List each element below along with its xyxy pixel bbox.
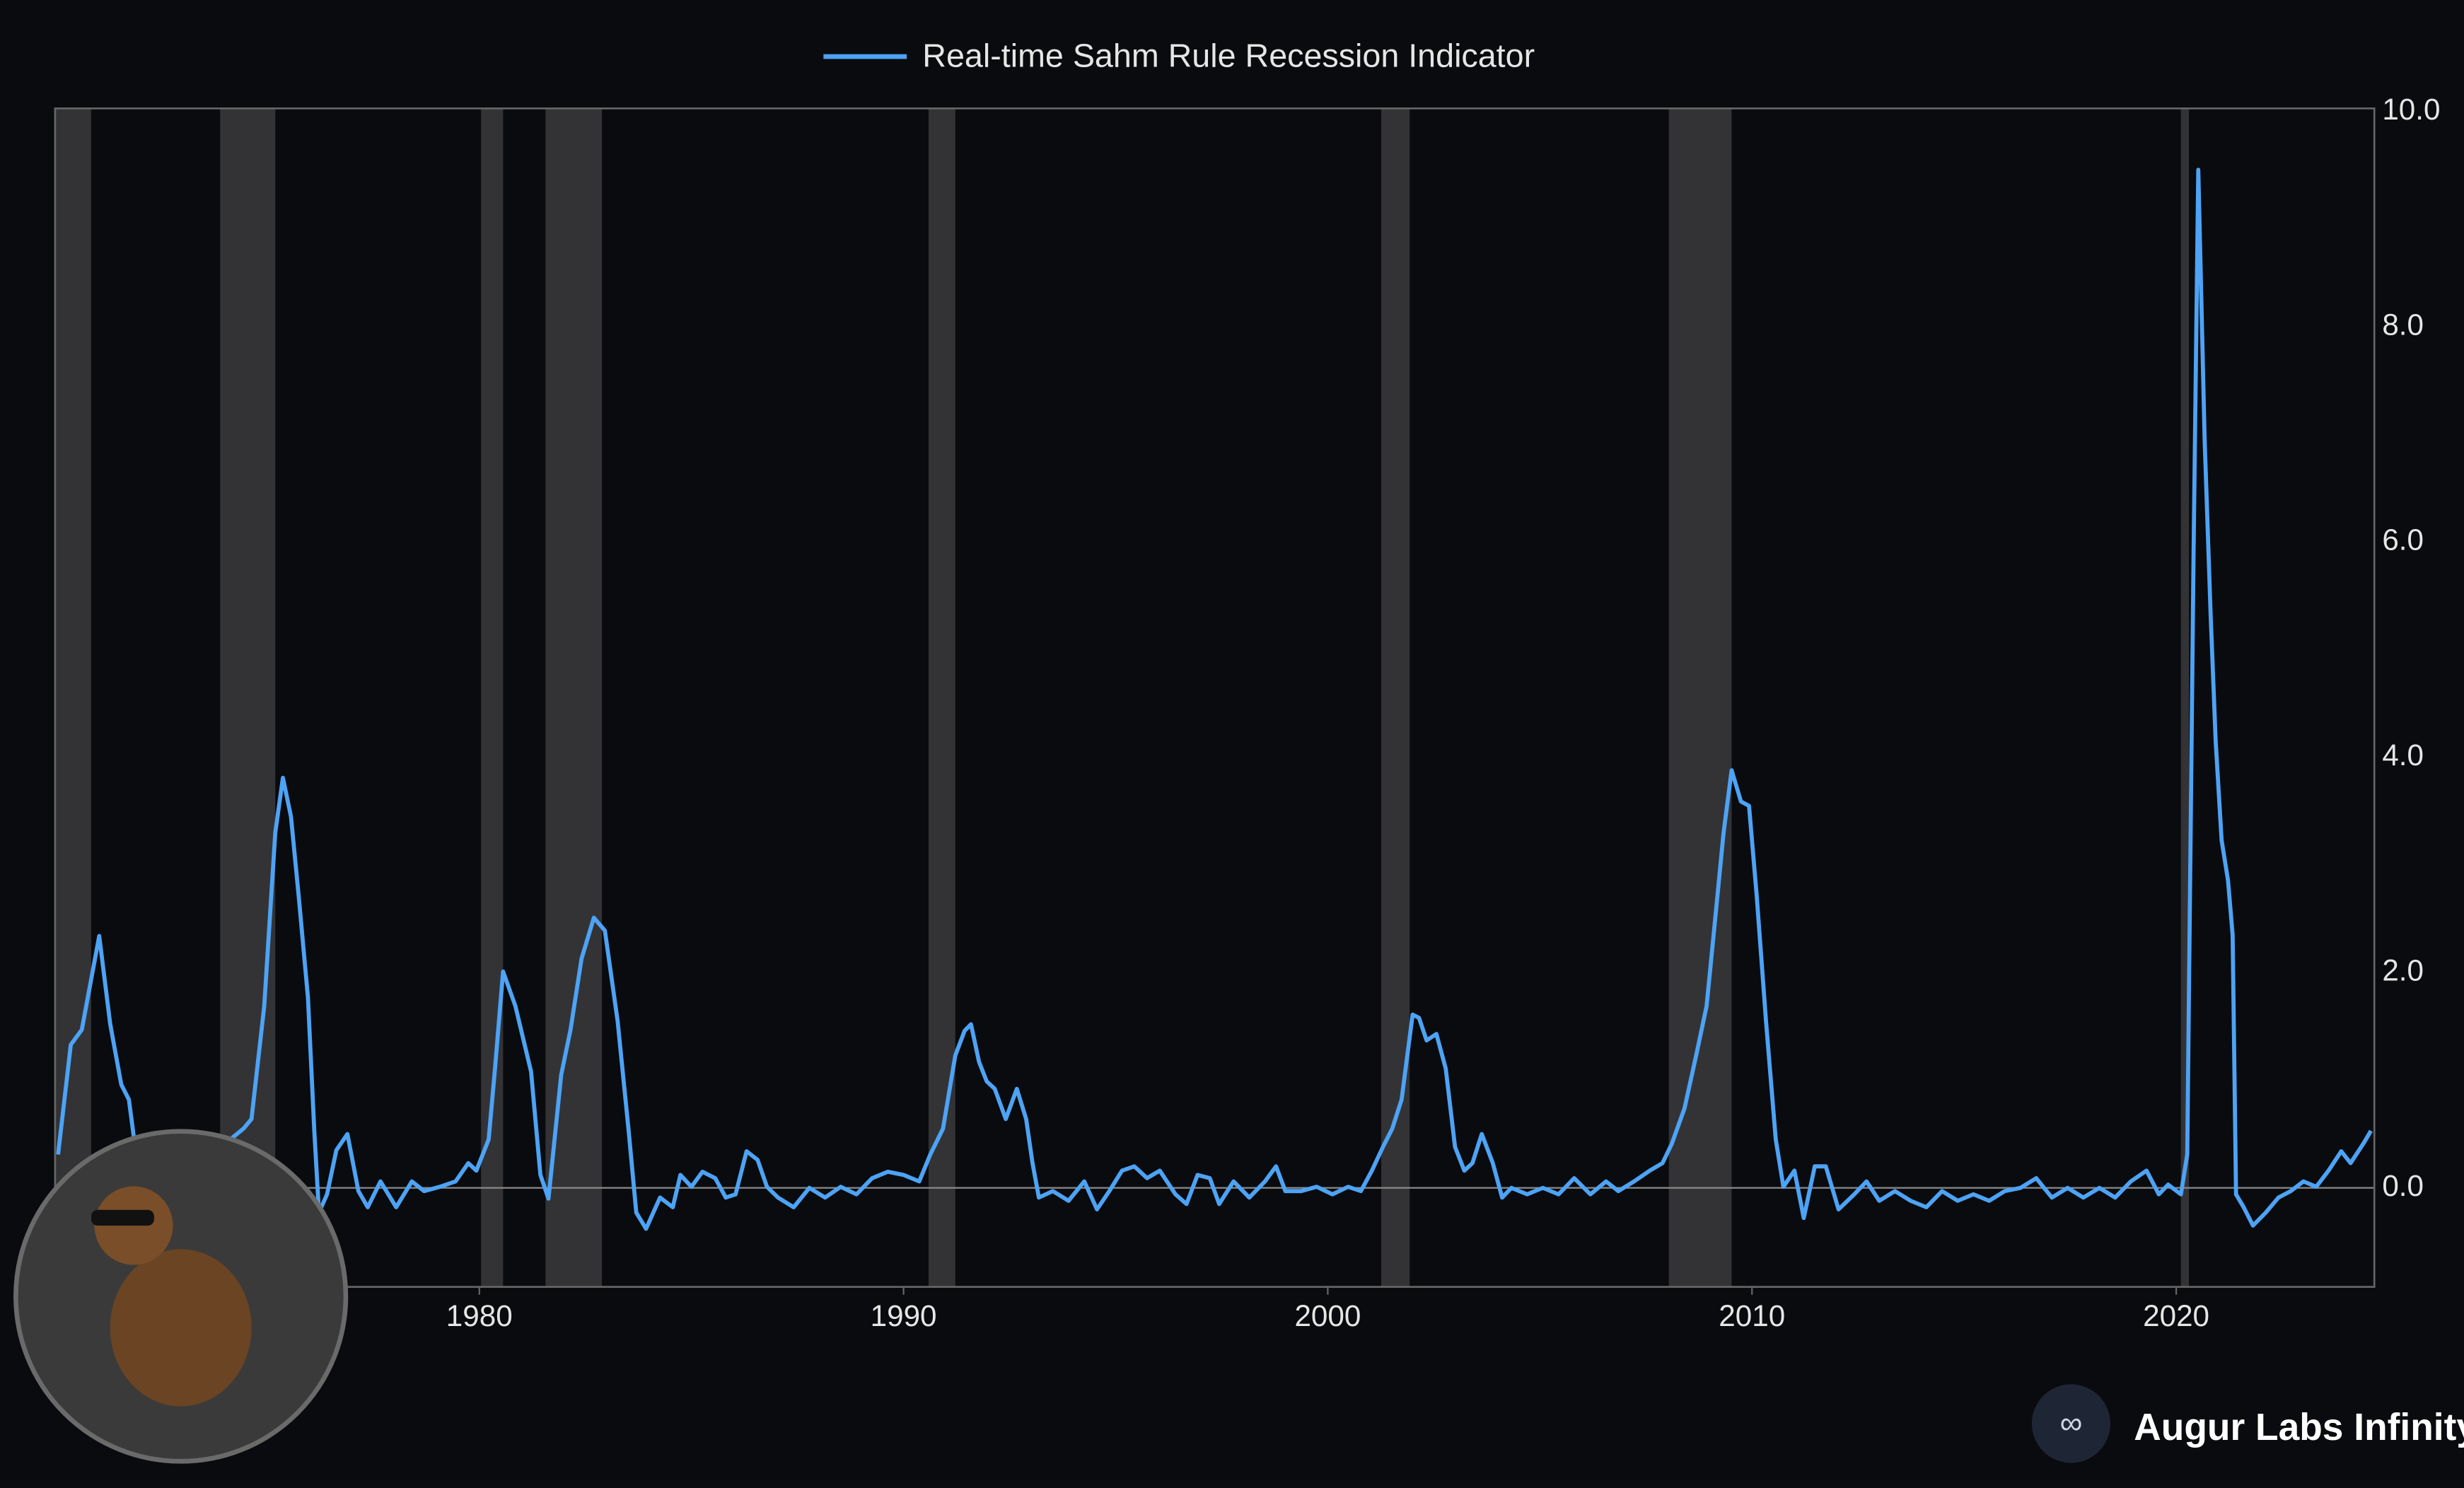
watermark: ∞ Augur Labs Infinity (2031, 1384, 2464, 1463)
y-tick-label: 6.0 (2382, 523, 2424, 557)
recession-band (220, 108, 276, 1287)
y-tick-label: 0.0 (2382, 1169, 2424, 1202)
y-tick-label: 8.0 (2382, 308, 2424, 341)
legend-label: Real-time Sahm Rule Recession Indicator (922, 37, 1535, 74)
recession-band (1668, 108, 1732, 1287)
avatar-glasses (91, 1209, 154, 1226)
watermark-logo (2031, 1384, 2110, 1463)
x-tick-label: 2000 (1294, 1299, 1361, 1332)
y-tick-label: 2.0 (2382, 953, 2424, 987)
x-tick-label: 1990 (871, 1299, 937, 1332)
recession-band (2180, 108, 2190, 1287)
y-tick-label: 10.0 (2382, 93, 2440, 126)
recession-band (54, 108, 91, 1287)
avatar (13, 1129, 349, 1464)
recession-band (545, 108, 603, 1287)
y-tick-label: 4.0 (2382, 738, 2424, 772)
x-tick-label: 1980 (446, 1299, 513, 1332)
recession-band (928, 108, 955, 1287)
x-tick-label: 2010 (1719, 1299, 1785, 1332)
watermark-text: Augur Labs Infinity (2134, 1407, 2464, 1448)
recession-band (1381, 108, 1410, 1287)
watermark-icon: ∞ (2060, 1406, 2083, 1441)
plot-area: 0.0 2.0 4.0 6.0 8.0 10.0 1980 1990 2000 2010 2020 R… (54, 37, 2440, 1332)
avatar-figure (110, 1249, 252, 1407)
series-line (56, 168, 2373, 1231)
plot-border (54, 107, 2376, 1288)
x-tick-label: 2020 (2143, 1299, 2209, 1332)
